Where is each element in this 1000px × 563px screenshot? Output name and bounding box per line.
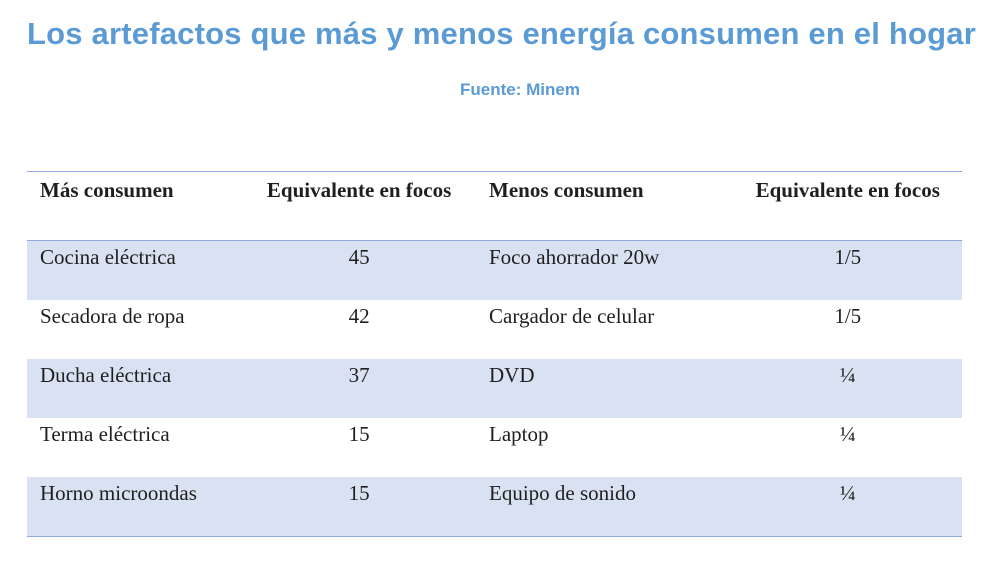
appliance-most: Secadora de ropa: [40, 304, 185, 328]
bulbs-most: 45: [348, 245, 370, 269]
bulbs-most: 15: [348, 481, 370, 505]
appliance-most: Cocina eléctrica: [40, 245, 176, 269]
appliance-most: Terma eléctrica: [40, 422, 170, 446]
header-least-consume: Menos consumen: [489, 178, 644, 202]
appliance-least: Foco ahorrador 20w: [489, 245, 660, 269]
source-caption: Fuente: Minem: [460, 80, 580, 99]
table-row: Secadora de ropa 42 Cargador de celular …: [27, 300, 962, 359]
bulbs-most: 42: [348, 304, 370, 328]
page-title: Los artefactos que más y menos energía c…: [27, 16, 976, 51]
table-row: Terma eléctrica 15 Laptop ¼: [27, 418, 962, 477]
appliance-least: DVD: [489, 363, 535, 387]
table-row: Horno microondas 15 Equipo de sonido ¼: [27, 477, 962, 537]
appliance-least: Equipo de sonido: [489, 481, 636, 505]
bulbs-most: 15: [348, 422, 370, 446]
energy-consumption-table: Más consumen Equivalente en focos Menos …: [27, 171, 962, 537]
bulbs-least: 1/5: [834, 245, 862, 269]
bulbs-most: 37: [348, 363, 370, 387]
appliance-most: Horno microondas: [40, 481, 197, 505]
bulbs-least: ¼: [839, 422, 856, 446]
table-header-row: Más consumen Equivalente en focos Menos …: [27, 171, 962, 241]
bulbs-least: ¼: [839, 363, 856, 387]
header-equivalent-bulbs-least: Equivalente en focos: [755, 178, 940, 202]
table-row: Ducha eléctrica 37 DVD ¼: [27, 359, 962, 418]
appliance-least: Laptop: [489, 422, 549, 446]
bulbs-least: ¼: [839, 481, 856, 505]
header-most-consume: Más consumen: [40, 178, 174, 202]
appliance-least: Cargador de celular: [489, 304, 655, 328]
header-equivalent-bulbs-most: Equivalente en focos: [266, 178, 452, 202]
table-row: Cocina eléctrica 45 Foco ahorrador 20w 1…: [27, 240, 962, 300]
appliance-most: Ducha eléctrica: [40, 363, 172, 387]
bulbs-least: 1/5: [834, 304, 862, 328]
